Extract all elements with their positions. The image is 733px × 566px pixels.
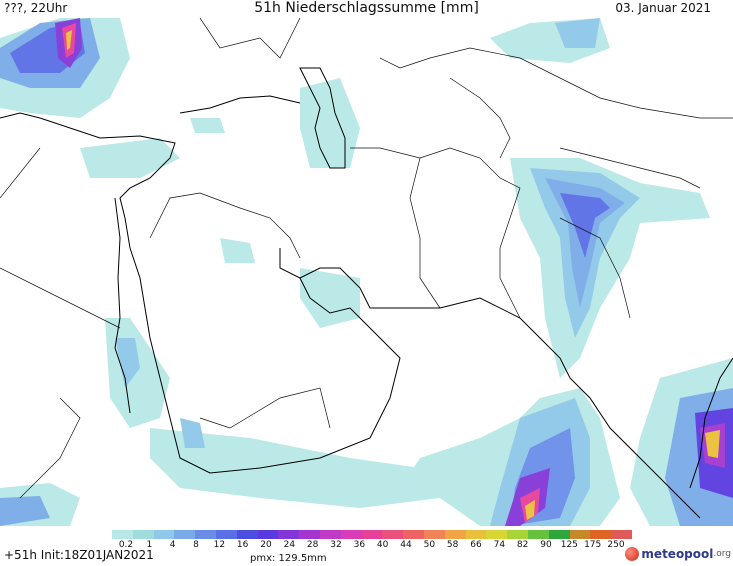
color-scale-swatch [340,530,362,539]
color-scale-swatch [112,530,133,539]
logo-icon [625,547,640,561]
color-scale-tick-label: 12 [213,540,226,550]
color-scale-tick-label: 4 [169,540,176,550]
color-scale-swatch [590,530,612,539]
color-scale-tick-label: 40 [376,540,389,550]
color-scale-swatch [423,530,445,539]
max-precip-label: pmx: 129.5mm [250,553,327,564]
color-scale-tick-label: 74 [493,540,506,550]
color-scale-tick-label: 175 [584,540,602,550]
color-scale-swatch [195,530,216,539]
color-scale-swatch [215,530,237,539]
color-scale-tick-label: 1 [146,540,153,550]
color-scale-swatch [319,530,341,539]
color-scale-tick-label: 0.2 [118,540,134,550]
color-scale-tick-label: 20 [260,540,272,550]
color-scale-tick-label: 28 [306,540,319,550]
color-scale-tick-label: 66 [470,540,482,550]
color-scale-tick-label: 36 [353,540,366,550]
color-scale-tick-label: 24 [283,540,296,550]
color-scale-swatch [174,530,196,539]
precipitation-color-scale [112,530,632,539]
color-scale-swatch [403,530,424,539]
color-scale-swatch [465,530,487,539]
color-scale-tick-label: 250 [607,540,625,550]
color-scale-tick-label: 125 [560,540,578,550]
color-scale-swatch [486,530,508,539]
color-scale-tick-label: 16 [236,540,249,550]
color-scale-swatch [507,530,528,539]
color-scale-swatch [236,530,258,539]
color-scale-swatch [382,530,404,539]
color-scale-swatch [444,530,466,539]
color-scale-swatch [153,530,175,539]
coastlines [0,67,733,519]
precipitation-fields [0,18,733,526]
map-footer: 0.2 1 4 8 12 16 20 24 28 32 36 40 44 50 58 66 74 82 90 125 1… [0,526,733,566]
color-scale-ticks: 0.2 1 4 8 12 16 20 24 28 32 36 40 44 50 58 66 74 82 90 125 1… [112,540,632,552]
color-scale-swatch [257,530,279,539]
color-scale-swatch [361,530,383,539]
color-scale-tick-label: 8 [193,540,199,550]
valid-date-label: 03. Januar 2021 [615,1,711,15]
precipitation-map [0,18,733,526]
logo-tld: .org [713,549,731,559]
color-scale-swatch [132,530,154,539]
map-header: ???, 22Uhr 51h Niederschlagssumme [mm] 0… [0,0,733,18]
color-scale-swatch [299,530,320,539]
logo-text: meteopool [641,547,714,561]
run-info-label: +51h Init:18Z01JAN2021 [4,548,154,562]
map-title: 51h Niederschlagssumme [mm] [254,0,479,16]
color-scale-tick-label: 44 [400,540,412,550]
color-scale-swatch [278,530,300,539]
country-borders [0,18,733,499]
color-scale-tick-label: 32 [330,540,342,550]
color-scale-tick-label: 50 [423,540,436,550]
color-scale-swatch [548,530,570,539]
color-scale-swatch [611,530,632,539]
valid-time-label: ???, 22Uhr [4,1,68,15]
color-scale-tick-label: 58 [446,540,459,550]
color-scale-swatch [527,530,549,539]
meteopool-logo[interactable]: meteopool .org [625,546,731,562]
color-scale-swatch [569,530,591,539]
color-scale-tick-label: 90 [540,540,552,550]
color-scale-tick-label: 82 [516,540,529,550]
